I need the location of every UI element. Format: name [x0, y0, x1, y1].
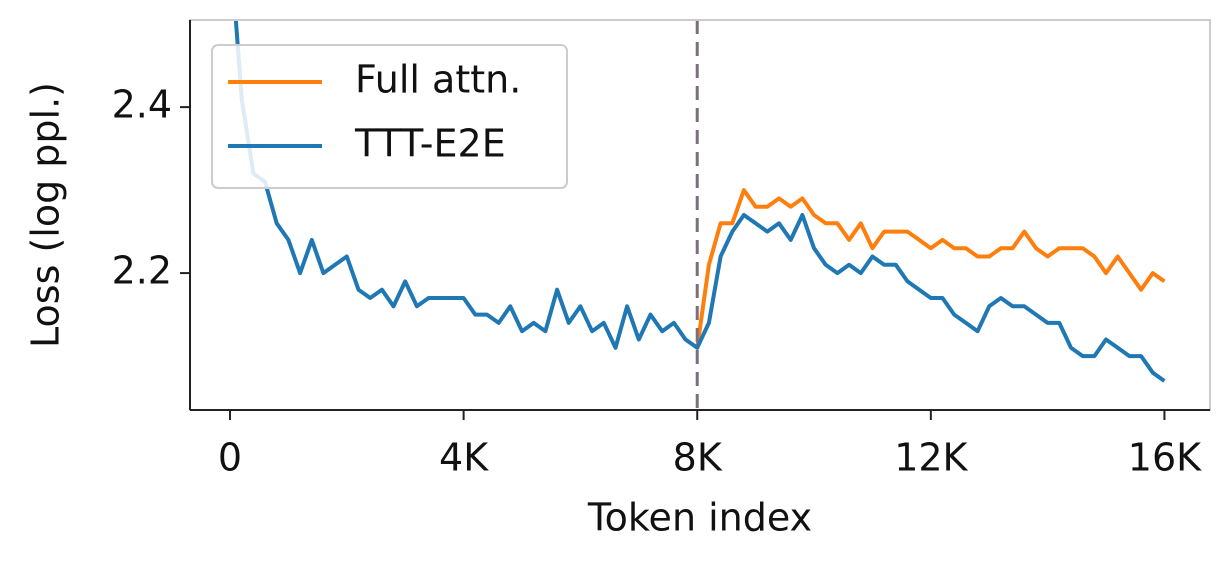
- x-tick-label: 8K: [673, 436, 723, 480]
- x-axis-label: Token index: [587, 496, 812, 540]
- series-line: [695, 188, 1166, 349]
- x-tick-label: 0: [218, 436, 242, 480]
- series-line: [233, 20, 1166, 383]
- legend-label: Full attn.: [355, 58, 521, 102]
- y-tick-label: 2.2: [112, 249, 172, 293]
- plot-area: [233, 20, 1166, 383]
- x-tick-label: 4K: [439, 436, 489, 480]
- y-tick-label: 2.4: [112, 83, 172, 127]
- legend-label: TTT-E2E: [354, 122, 506, 166]
- x-tick-label: 12K: [894, 436, 968, 480]
- x-tick-label: 16K: [1128, 436, 1202, 480]
- y-axis-label: Loss (log ppl.): [24, 82, 68, 348]
